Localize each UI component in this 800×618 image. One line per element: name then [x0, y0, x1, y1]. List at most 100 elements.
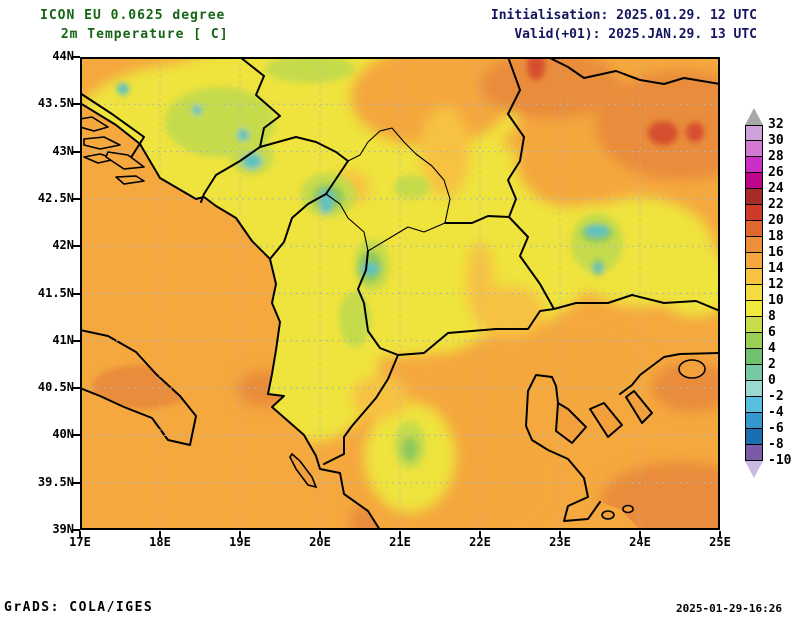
colorbar-value-label: 4 [768, 341, 776, 356]
lon-tick-mark [239, 531, 241, 538]
colorbar-segment [745, 445, 763, 461]
lon-tick-mark [159, 531, 161, 538]
colorbar-segment [745, 333, 763, 349]
colorbar-under-triangle [745, 461, 763, 478]
lat-tick-label: 44N [52, 49, 74, 63]
colorbar-segment [745, 317, 763, 333]
lon-tick-label: 18E [149, 535, 171, 549]
albania-greece-border [323, 354, 399, 465]
bulgaria-romania-border [547, 57, 720, 85]
lon-tick-mark [319, 531, 321, 538]
colorbar-value-label: -2 [768, 389, 784, 404]
colorbar-segment [745, 413, 763, 429]
lat-tick-label: 42N [52, 238, 74, 253]
colorbar-segment [745, 205, 763, 221]
lat-tick-mark [72, 529, 80, 531]
thasos-island [678, 359, 706, 379]
lon-tick-label: 25E [709, 535, 731, 549]
colorbar-segment [745, 189, 763, 205]
colorbar-value-label: -10 [768, 453, 792, 468]
lon-tick-mark [79, 531, 81, 538]
lon-tick-mark [479, 531, 481, 538]
colorbar-value-label: -8 [768, 437, 784, 452]
colorbar-value-label: 28 [768, 149, 784, 164]
lat-lon-gridlines [80, 57, 720, 530]
lon-tick-label: 21E [389, 535, 411, 549]
colorbar-segment [745, 397, 763, 413]
serbia-montenegro-border [259, 136, 349, 162]
lat-tick-mark [72, 197, 80, 200]
colorbar-value-label: 0 [768, 373, 776, 388]
lat-tick-mark [72, 387, 80, 390]
serbia-macedonia-border [444, 215, 510, 224]
bosnia-montenegro-border [200, 146, 261, 203]
lon-tick-label: 19E [229, 535, 251, 549]
greek-islands [289, 359, 706, 520]
grads-attribution: GrADS: COLA/IGES [4, 600, 154, 615]
lon-tick-mark [719, 531, 721, 538]
adriatic-islands [80, 116, 145, 185]
map-frame [80, 57, 720, 530]
colorbar-value-label: 18 [768, 229, 784, 244]
colorbar-value-label: 24 [768, 181, 784, 196]
colorbar-segment [745, 349, 763, 365]
colorbar-value-label: 14 [768, 261, 784, 276]
colorbar-value-label: 8 [768, 309, 776, 324]
montenegro-albania-border [269, 193, 327, 260]
colorbar-value-label: 32 [768, 117, 784, 132]
lon-tick-label: 20E [309, 535, 331, 549]
map-area [80, 57, 720, 530]
colorbar-segment [745, 381, 763, 397]
lat-tick-mark [72, 245, 80, 248]
lat-tick-label: 41.5N [37, 285, 74, 300]
lat-tick-mark [72, 103, 80, 106]
kosovo-border [325, 127, 451, 252]
colorbar-value-label: 20 [768, 213, 784, 228]
lon-tick-label: 17E [69, 535, 91, 549]
lat-tick-label: 41N [52, 332, 74, 347]
lat-tick-label: 43.5N [37, 96, 74, 111]
lat-tick-label: 43N [52, 143, 74, 158]
colorbar-value-label: -4 [768, 405, 784, 420]
lon-tick-mark [399, 531, 401, 538]
lat-tick-label: 39N [52, 522, 74, 536]
corfu-island [289, 452, 318, 489]
colorbar-value-label: 6 [768, 325, 776, 340]
colorbar-segment [745, 221, 763, 237]
lat-tick-mark [72, 481, 80, 484]
variable-title: 2m Temperature [ C] [52, 27, 229, 42]
lat-tick-mark [72, 150, 80, 153]
colorbar-segment [745, 237, 763, 253]
colorbar-value-label: 12 [768, 277, 784, 292]
lat-tick-label: 42.5N [37, 190, 74, 205]
bulgaria-greece-border [553, 294, 720, 312]
colorbar-value-label: 2 [768, 357, 776, 372]
aegean-coastline [525, 352, 720, 522]
lon-tick-mark [559, 531, 561, 538]
temperature-field-map [80, 57, 720, 530]
macedonia-bulgaria-border [508, 216, 555, 310]
colorbar-segment [745, 141, 763, 157]
model-title: ICON EU 0.0625 degree [40, 8, 226, 23]
colorbar-value-label: -6 [768, 421, 784, 436]
aegean-sea [526, 353, 720, 530]
lon-tick-mark [639, 531, 641, 538]
colorbar-value-label: 26 [768, 165, 784, 180]
colorbar-value-label: 30 [768, 133, 784, 148]
colorbar-segment [745, 173, 763, 189]
colorbar-over-triangle [745, 108, 763, 125]
colorbar-segment [745, 285, 763, 301]
valid-time-label: Valid(+01): 2025.JAN.29. 13 UTC [514, 27, 757, 42]
lon-tick-label: 23E [549, 535, 571, 549]
init-time-label: Initialisation: 2025.01.29. 12 UTC [490, 8, 757, 23]
colorbar-value-label: 16 [768, 245, 784, 260]
macedonia-greece-border [397, 308, 555, 356]
colorbar-segment [745, 429, 763, 445]
creation-timestamp: 2025-01-29-16:26 [676, 602, 782, 615]
adriatic-coastline [80, 102, 381, 530]
lat-tick-mark [72, 434, 80, 437]
albania-macedonia-border [357, 250, 399, 356]
bosnia-serbia-border [239, 57, 281, 148]
lat-tick-label: 40.5N [37, 380, 74, 395]
